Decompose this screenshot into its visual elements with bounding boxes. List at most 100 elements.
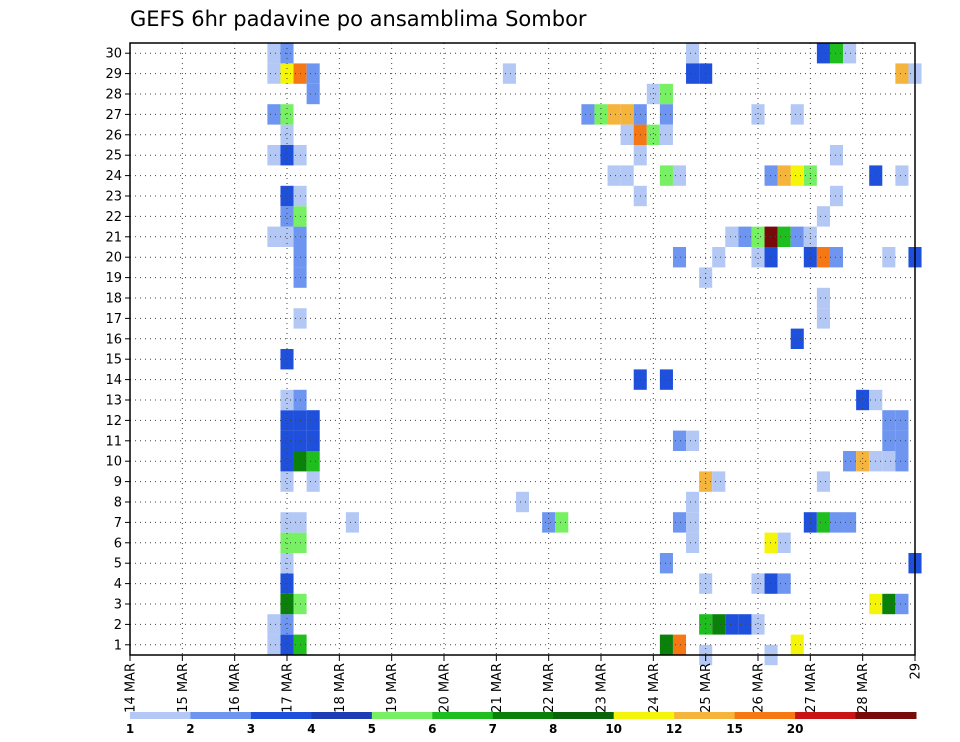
y-tick-label: 25 [105,149,122,164]
legend-swatch [674,712,736,719]
heatmap-cell [790,328,804,349]
heatmap-cell [280,226,294,247]
legend-swatch [613,712,675,719]
heatmap-cell [306,83,320,105]
heatmap-cell [659,165,673,186]
heatmap-cell [764,247,778,268]
y-tick-label: 22 [105,210,122,225]
x-tick-label: 21 MAR [490,663,505,713]
y-tick-label: 26 [105,128,122,143]
y-tick-label: 30 [105,47,122,62]
heatmap-cell [790,104,804,125]
x-tick-label: 24 MAR [647,663,662,713]
heatmap-cell [777,226,791,247]
heatmap-cell [751,226,765,247]
y-tick-label: 4 [114,577,122,592]
heatmap-cell [267,614,281,635]
heatmap-cell [686,43,700,64]
heatmap-cell [816,512,830,533]
heatmap-cell [672,247,687,268]
x-tick-label: 15 MAR [176,663,191,713]
heatmap-cell [267,145,281,166]
y-tick-label: 5 [114,557,122,572]
legend-label: 8 [549,722,557,736]
heatmap-cell [712,614,726,635]
heatmap-cell [816,43,830,64]
legend-swatch [553,712,615,719]
legend-swatch [130,712,191,719]
x-tick-label: 27 MAR [804,663,819,713]
x-tick-label: 19 MAR [385,663,400,713]
heatmap-cell [267,226,281,247]
heatmap-cell [280,512,294,533]
heatmap-cell [829,43,844,64]
y-tick-label: 8 [114,496,122,511]
legend-swatch [795,712,857,719]
heatmap-cell [607,104,621,125]
heatmap-cell [620,124,634,145]
legend-swatch [250,712,312,719]
heatmap-cell [267,634,281,655]
heatmap-cell [672,512,687,533]
heatmap-cell [816,287,830,309]
heatmap-cell [280,614,294,635]
heatmap-cell [725,226,739,247]
heatmap-cell [659,634,673,655]
heatmap-cell [790,165,804,186]
legend-label: 7 [489,722,497,736]
legend-label: 20 [787,722,804,736]
heatmap-cell [555,512,569,533]
y-tick-label: 24 [105,169,122,184]
heatmap-cell [672,430,687,451]
legend-label: 10 [605,722,622,736]
heatmap-cell [686,512,700,533]
x-tick-label: 14 MAR [124,663,139,713]
heatmap-cell [280,532,294,553]
heatmap-cell [790,226,804,247]
heatmap-cell [267,43,281,64]
legend-label: 2 [186,722,194,736]
heatmap-cell [620,104,634,125]
heatmap-cell [843,43,857,64]
heatmap-cell [764,532,778,553]
heatmap-cell [816,247,830,268]
legend-swatch [734,712,796,719]
heatmap-cell [751,247,765,268]
heatmap-cell [856,389,870,411]
x-tick-label: 22 MAR [542,663,557,713]
heatmap-cell [895,63,909,84]
y-tick-label: 27 [105,108,122,123]
heatmap-cell [882,430,896,451]
x-tick-label: 25 MAR [699,663,714,713]
y-tick-label: 17 [105,312,122,327]
x-tick-label: 26 MAR [752,663,767,713]
y-tick-label: 18 [105,292,122,307]
heatmap-cell [895,165,909,186]
y-tick-label: 1 [114,638,122,653]
legend-swatch [492,712,554,719]
x-axis-ticks: 14 MAR 15 MAR 16 MAR 17 MAR 18 MAR 19 MAR 20 M… [124,655,924,713]
heatmap-cell [280,145,294,166]
heatmap-cells [267,43,922,666]
heatmap-cell [882,593,896,615]
heatmap-cell [280,349,294,370]
heatmap-cell [790,634,804,655]
heatmap-cell [764,165,778,186]
y-tick-label: 15 [105,353,122,368]
heatmap-cell [659,104,673,125]
heatmap-cell [738,226,752,247]
legend-swatch [190,712,252,719]
heatmap-cell [816,206,830,227]
legend-swatch [432,712,494,719]
heatmap-cell [542,512,556,533]
y-tick-label: 23 [105,190,122,205]
heatmap-cell [581,104,595,125]
legend-label: 15 [726,722,743,736]
heatmap-cell [646,124,660,145]
heatmap-cell [882,451,896,472]
heatmap-cell [829,185,844,207]
heatmap-cell [686,430,700,451]
x-tick-label: 18 MAR [333,663,348,713]
heatmap-cell [306,410,320,431]
